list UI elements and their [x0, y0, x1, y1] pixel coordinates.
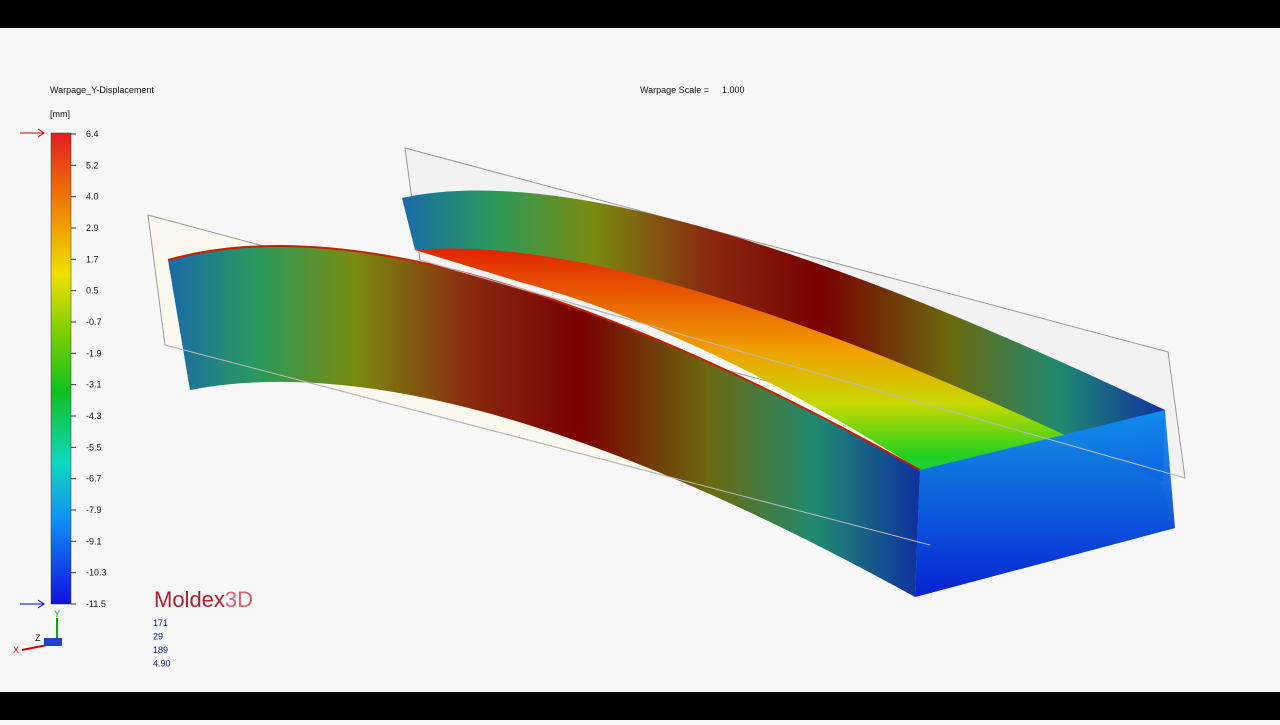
- logo: Moldex3D: [154, 587, 253, 612]
- legend-tick-label: -1.9: [86, 348, 102, 358]
- info-line: 29: [153, 632, 163, 642]
- legend-tick-label: -11.5: [86, 599, 106, 609]
- ghost-edge: [164, 344, 931, 546]
- x-label: X: [13, 645, 19, 655]
- info-line: 4.90: [153, 659, 171, 669]
- y-label: Y: [54, 609, 60, 619]
- ghost-edge: [419, 259, 1186, 479]
- unit: [mm]: [50, 109, 70, 119]
- z-axis: [44, 638, 62, 646]
- result-title: Warpage_Y-Displacement: [50, 85, 154, 95]
- color-legend: [50, 132, 72, 605]
- info-line: 189: [153, 645, 168, 655]
- logo-suffix: 3D: [225, 587, 253, 612]
- z-label: Z: [35, 633, 41, 643]
- legend-tick-label: -10.3: [86, 568, 107, 578]
- model: [147, 147, 1186, 597]
- legend-tick-label: 4.0: [86, 192, 99, 202]
- legend-tick-label: -5.5: [86, 442, 102, 452]
- legend-tick-label: -4.3: [86, 411, 102, 421]
- legend-tick-label: 1.7: [86, 254, 99, 264]
- legend-tick-label: -6.7: [86, 474, 102, 484]
- legend-ticks: 6.4 5.2 4.0 2.9 1.7 0.5 -0.7 -1.9 -3.1 -4.3 -5.5 -6…: [71, 129, 107, 609]
- legend-tick-label: 0.5: [86, 286, 99, 296]
- top-bar: [0, 0, 1280, 28]
- legend-tick-label: -7.9: [86, 505, 102, 515]
- min-arrow: [20, 599, 45, 609]
- info: 171 29 189 4.90: [153, 618, 171, 669]
- legend-tick-label: -9.1: [86, 536, 102, 546]
- front-wall: [168, 246, 920, 597]
- max-arrow: [20, 128, 45, 138]
- axis-triad: Y Z X: [13, 609, 62, 655]
- legend-tick-label: -0.7: [86, 317, 102, 327]
- legend-tick-label: -3.1: [86, 380, 102, 390]
- legend-tick-label: 2.9: [86, 223, 99, 233]
- scale-label: Warpage Scale =: [640, 85, 709, 95]
- bottom-bar: [0, 692, 1280, 720]
- logo-brand: Moldex: [154, 587, 225, 612]
- legend-tick-label: 6.4: [86, 129, 99, 139]
- info-line: 171: [153, 618, 168, 628]
- back-wall: [402, 190, 1165, 483]
- scale-value: 1.000: [722, 85, 745, 95]
- legend-tick-label: 5.2: [86, 160, 99, 170]
